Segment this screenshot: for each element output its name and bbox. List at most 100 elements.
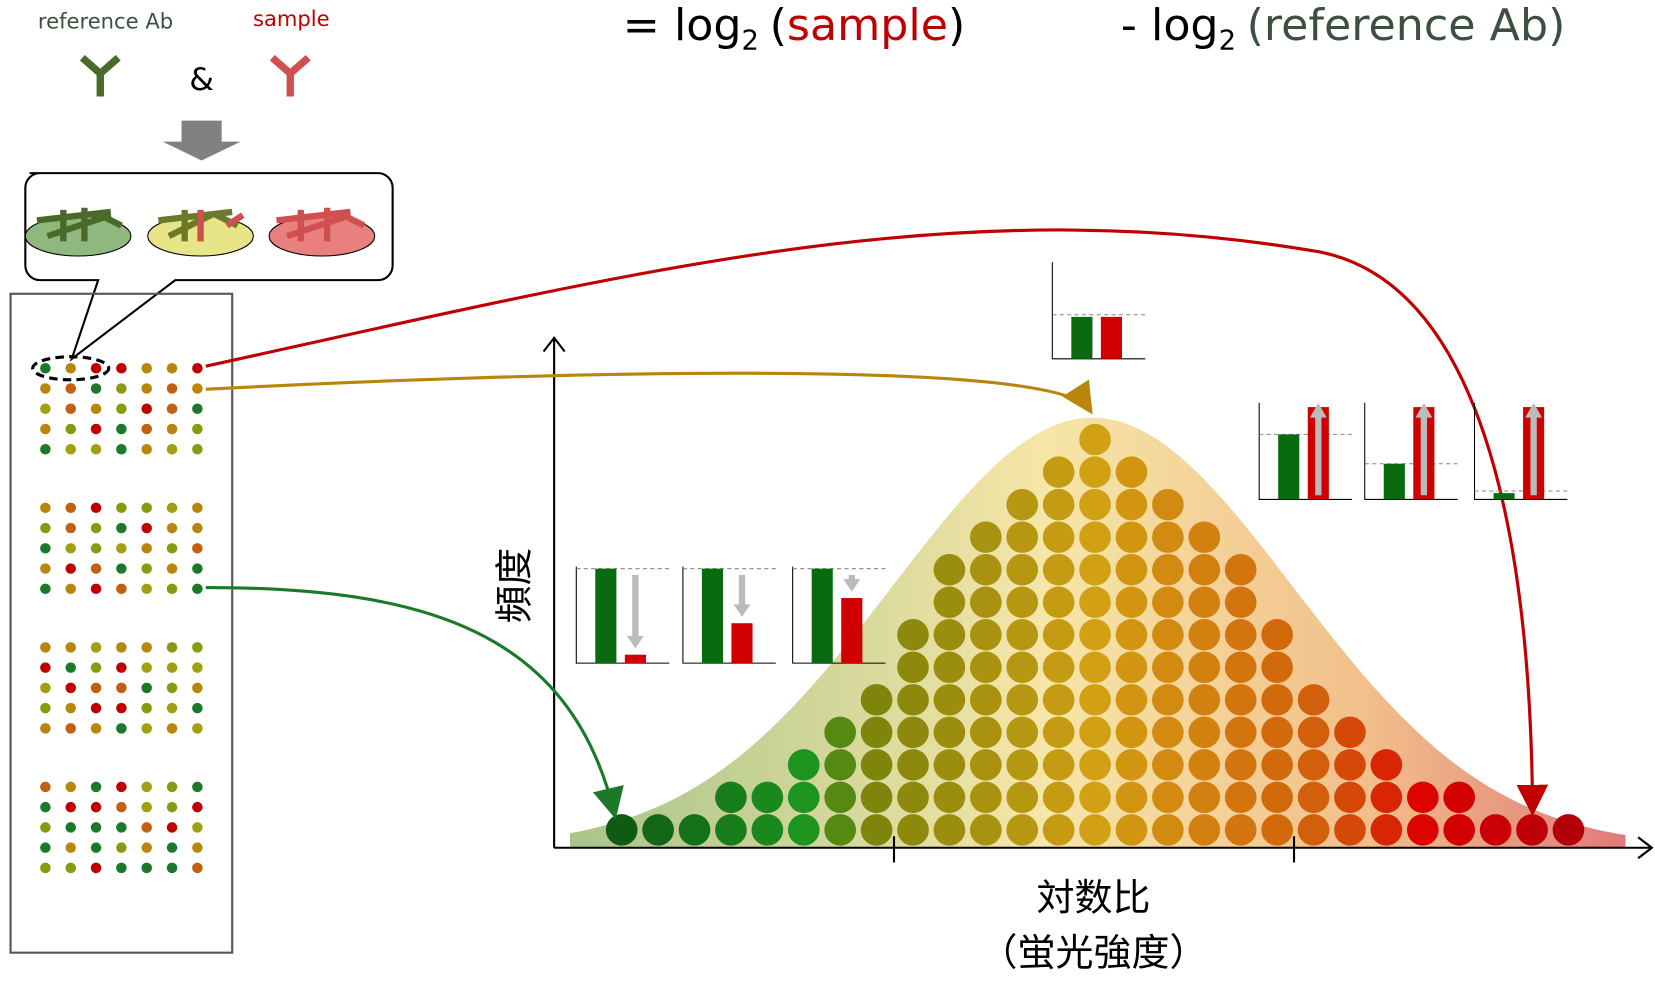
dot — [1297, 814, 1330, 846]
spot — [192, 801, 203, 813]
spot — [141, 801, 152, 813]
dot — [1224, 586, 1257, 618]
dot — [1224, 651, 1257, 684]
dot — [1042, 488, 1075, 521]
dot — [1334, 814, 1366, 846]
legend: reference Ab sample & — [24, 6, 394, 362]
spot — [166, 642, 178, 653]
inset-arrowhead — [1415, 402, 1433, 418]
dot — [933, 684, 966, 716]
spot — [166, 781, 178, 793]
formula-part: 2 — [1219, 25, 1236, 56]
dot — [1079, 684, 1111, 716]
formula-part: ( — [1247, 0, 1264, 51]
spot — [192, 862, 203, 874]
spot — [40, 642, 51, 653]
dot — [1006, 651, 1039, 684]
y-axis-label: 頻度 — [493, 548, 537, 624]
dot — [1188, 814, 1221, 846]
spot — [40, 403, 51, 415]
sample-label: sample — [253, 6, 330, 31]
spot — [141, 781, 152, 793]
dot — [1006, 716, 1039, 749]
dot — [1079, 749, 1111, 781]
spot — [90, 502, 102, 514]
spot — [90, 383, 102, 394]
spot — [40, 702, 51, 714]
inset-bar — [731, 623, 753, 664]
spot — [166, 662, 178, 673]
inset-bar — [1071, 316, 1093, 359]
spot — [166, 444, 178, 455]
dot — [1006, 586, 1039, 618]
spot — [116, 403, 127, 415]
spot — [90, 723, 102, 734]
spot — [40, 801, 51, 813]
spot — [116, 383, 127, 394]
dot — [933, 749, 966, 781]
spot — [192, 702, 203, 714]
spot — [65, 502, 76, 514]
spot — [192, 522, 203, 534]
dot — [1115, 586, 1148, 618]
formula-part: ) — [1548, 0, 1565, 51]
dot — [1224, 716, 1257, 749]
dot — [1115, 749, 1148, 781]
spot — [90, 444, 102, 455]
spot — [166, 682, 178, 694]
spot — [65, 363, 76, 374]
dot — [897, 749, 929, 781]
formula-part: sample — [787, 0, 948, 51]
dot — [1516, 814, 1548, 846]
antibody-icon — [79, 54, 121, 97]
histogram-dots — [605, 423, 1585, 846]
dot — [1079, 521, 1111, 553]
spot — [192, 563, 203, 574]
bar-insets — [575, 262, 1568, 664]
spot — [141, 403, 152, 415]
spot — [141, 842, 152, 853]
dot — [824, 781, 856, 814]
dot — [897, 814, 929, 846]
dot — [1115, 651, 1148, 684]
spot — [116, 563, 127, 574]
dot — [1042, 814, 1075, 846]
spot — [116, 781, 127, 793]
dot — [1261, 781, 1293, 814]
dot — [1370, 814, 1403, 846]
dot — [1042, 586, 1075, 618]
dot — [969, 814, 1002, 846]
spot — [141, 502, 152, 514]
dot — [1261, 749, 1293, 781]
dot — [642, 814, 674, 846]
spot — [116, 522, 127, 534]
spot — [166, 423, 178, 435]
dot — [1079, 814, 1111, 846]
spot — [166, 801, 178, 813]
dot — [1152, 814, 1184, 846]
dot — [1042, 619, 1075, 651]
axes — [553, 337, 1652, 849]
dot — [1042, 684, 1075, 716]
spot — [90, 642, 102, 653]
dot — [1115, 488, 1148, 521]
dot — [1006, 521, 1039, 553]
formula-part: ) — [948, 0, 965, 51]
spot — [166, 502, 178, 514]
spot — [65, 522, 76, 534]
inset-axes — [682, 566, 776, 664]
dot — [751, 781, 784, 814]
dot — [969, 684, 1002, 716]
inset-bar — [1383, 463, 1405, 500]
dot — [860, 749, 893, 781]
formula-part: log — [1151, 0, 1219, 51]
antibodies — [197, 209, 245, 242]
dot — [1297, 716, 1330, 749]
spot — [65, 822, 76, 833]
spot — [116, 423, 127, 435]
spot — [141, 363, 152, 374]
inset-bar — [701, 568, 724, 664]
spot — [192, 383, 203, 394]
antibodies — [276, 207, 366, 242]
